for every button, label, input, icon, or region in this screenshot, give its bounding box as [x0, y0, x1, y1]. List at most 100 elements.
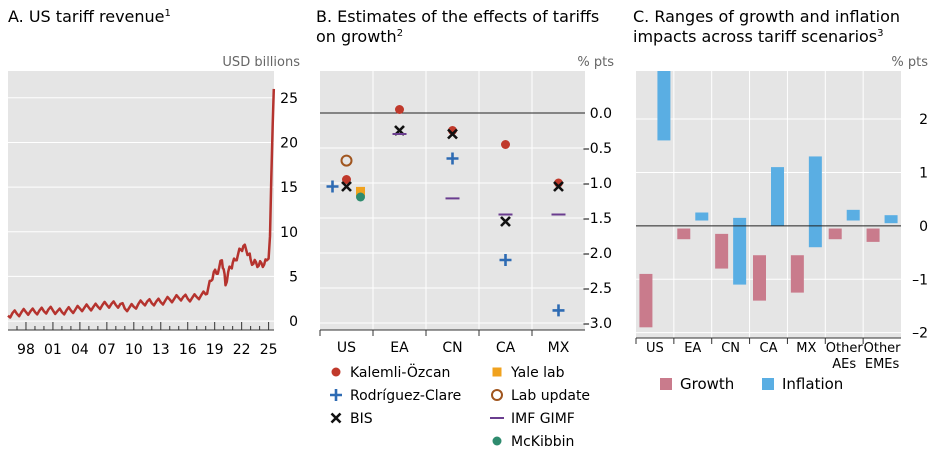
bar-growth-mx: [790, 255, 804, 293]
x-tick-label-MX: MX: [548, 340, 570, 356]
x-tick-label-13: 13: [152, 342, 170, 358]
legend-swatch-growth: [660, 378, 672, 390]
marker-legendyalelab: [492, 367, 502, 377]
panel-b-chart: 0.0 –0.5 –1.0 –1.5 –2.0 –2.5 –3.0 US EA CN CA MX Kal…: [319, 71, 612, 450]
marker-rodrguezclareca: [499, 254, 512, 266]
panel-a-chart: 0 5 10 15 20 25 98 01 04 07 10 13 16 19 22 25: [7, 88, 298, 358]
bar-growth-ea: [677, 228, 691, 240]
panel-c-chart: 210–1–2US EA CN CA MX OtherAEsOtherEMEsGrowth…: [635, 71, 928, 393]
y-tick-label-20: 20: [280, 135, 298, 151]
x-tick-label2-6: EMEs: [865, 357, 900, 372]
panel-c-title-line1: C. Ranges of growth and inflation: [633, 7, 900, 26]
legend-label-labupdate: Lab update: [511, 388, 590, 404]
y-tick-label-–2.5: –2.5: [583, 281, 612, 297]
y-tick-label-1: 1: [919, 165, 928, 181]
x-tick-label2-5: AEs: [832, 357, 856, 372]
legend-label-kalemlizcan: Kalemli-Özcan: [350, 363, 450, 381]
bar-growth-cn: [715, 233, 729, 269]
x-tick-label-5: Other: [826, 341, 864, 356]
marker-yalelabus: [356, 186, 365, 196]
bar-growth-us: [639, 273, 653, 328]
legend-label-inflation: Inflation: [782, 375, 843, 393]
x-tick-label-16: 16: [179, 342, 197, 358]
bar-growth-other-emes: [866, 228, 880, 242]
x-tick-label-US: US: [337, 340, 356, 356]
x-tick-label-3: CA: [760, 341, 778, 356]
bar-inflation-us: [657, 71, 671, 141]
legend-label-imfgimf: IMF GIMF: [511, 411, 575, 427]
panel-c-title-line2: impacts across tariff scenarios3: [633, 27, 884, 46]
bar-growth-other-aes: [828, 228, 842, 240]
marker-kalemlizcanca: [501, 140, 510, 149]
legend-label-growth: Growth: [680, 375, 734, 393]
marker-kalemlizcanus: [342, 175, 351, 184]
y-tick-label-–2: –2: [912, 326, 928, 342]
bar-inflation-ca: [771, 167, 784, 226]
x-tick-label-01: 01: [44, 342, 62, 358]
x-tick-label-CN: CN: [442, 340, 462, 356]
marker-rodrguezclarecn: [446, 152, 459, 165]
y-tick-label-5: 5: [289, 269, 298, 285]
x-tick-label-98: 98: [17, 342, 35, 358]
marker-kalemlizcanea: [395, 105, 404, 114]
x-tick-label-4: MX: [796, 341, 816, 356]
marker-mckibbinus: [356, 192, 365, 202]
y-tick-label-–1.0: –1.0: [583, 176, 612, 192]
legend-swatch-inflation: [762, 378, 774, 390]
marker-legendmckibbin: [492, 436, 502, 446]
y-tick-label-0.0: 0.0: [590, 106, 612, 122]
bar-inflation-other-emes: [884, 215, 898, 224]
y-tick-label-0: 0: [289, 314, 298, 330]
y-tick-label-–3.0: –3.0: [583, 316, 612, 332]
panel-a-title: A. US tariff revenue1: [8, 7, 171, 26]
bar-inflation-other-aes: [846, 209, 860, 221]
legend-label-mckibbin: McKibbin: [511, 434, 574, 450]
y-tick-label-2: 2: [919, 112, 928, 128]
legend-label-yalelab: Yale lab: [510, 365, 565, 381]
x-tick-label-19: 19: [206, 342, 224, 358]
panel-b-plot-area: [320, 71, 585, 330]
y-tick-label-–2.0: –2.0: [583, 246, 612, 262]
x-tick-label-1: EA: [684, 341, 701, 356]
legend-label-rodrguezclare: Rodríguez-Clare: [350, 388, 461, 404]
y-tick-label-15: 15: [280, 180, 298, 196]
panel-a-plot-area: [8, 71, 274, 330]
marker-bisca: [500, 216, 511, 227]
marker-legendbis: [330, 412, 342, 424]
marker-bismx: [553, 181, 564, 192]
marker-labupdateus: [340, 154, 353, 167]
marker-bisus: [341, 181, 352, 192]
marker-legendlabupdate: [491, 389, 503, 401]
y-tick-label-–0.5: –0.5: [583, 141, 612, 157]
marker-legendrodrguezclare: [330, 389, 342, 401]
legend-label-bis: BIS: [350, 411, 373, 427]
bar-inflation-cn: [733, 217, 747, 285]
x-tick-label-0: US: [646, 341, 664, 356]
marker-legendkalemlizcan: [331, 367, 341, 377]
panel-c-plot-area: [636, 71, 901, 338]
x-tick-label-6: Other: [864, 341, 902, 356]
y-tick-label-–1: –1: [912, 272, 928, 288]
x-tick-label-22: 22: [233, 342, 251, 358]
y-tick-label-25: 25: [280, 91, 298, 107]
bar-inflation-ea: [695, 212, 709, 221]
panel-b-title-line1: B. Estimates of the effects of tariffs: [316, 7, 599, 26]
x-tick-label-04: 04: [71, 342, 89, 358]
marker-biscn: [447, 128, 458, 140]
marker-rodrguezclareus: [326, 180, 339, 193]
panel-a-unit: USD billions: [222, 55, 300, 70]
bar-inflation-mx: [808, 156, 822, 248]
panel-b-title-line2: on growth2: [316, 27, 403, 46]
x-tick-label-07: 07: [98, 342, 116, 358]
x-tick-label-CA: CA: [496, 340, 516, 356]
panel-c-unit: % pts: [891, 55, 928, 70]
x-tick-label-2: CN: [721, 341, 740, 356]
y-tick-label-0: 0: [919, 219, 928, 235]
y-tick-label-10: 10: [280, 225, 298, 241]
x-tick-label-10: 10: [125, 342, 143, 358]
x-tick-label-EA: EA: [390, 340, 409, 356]
x-tick-label-25: 25: [260, 342, 278, 358]
tariff-revenue-line: [7, 88, 276, 319]
bar-growth-ca: [753, 255, 766, 301]
